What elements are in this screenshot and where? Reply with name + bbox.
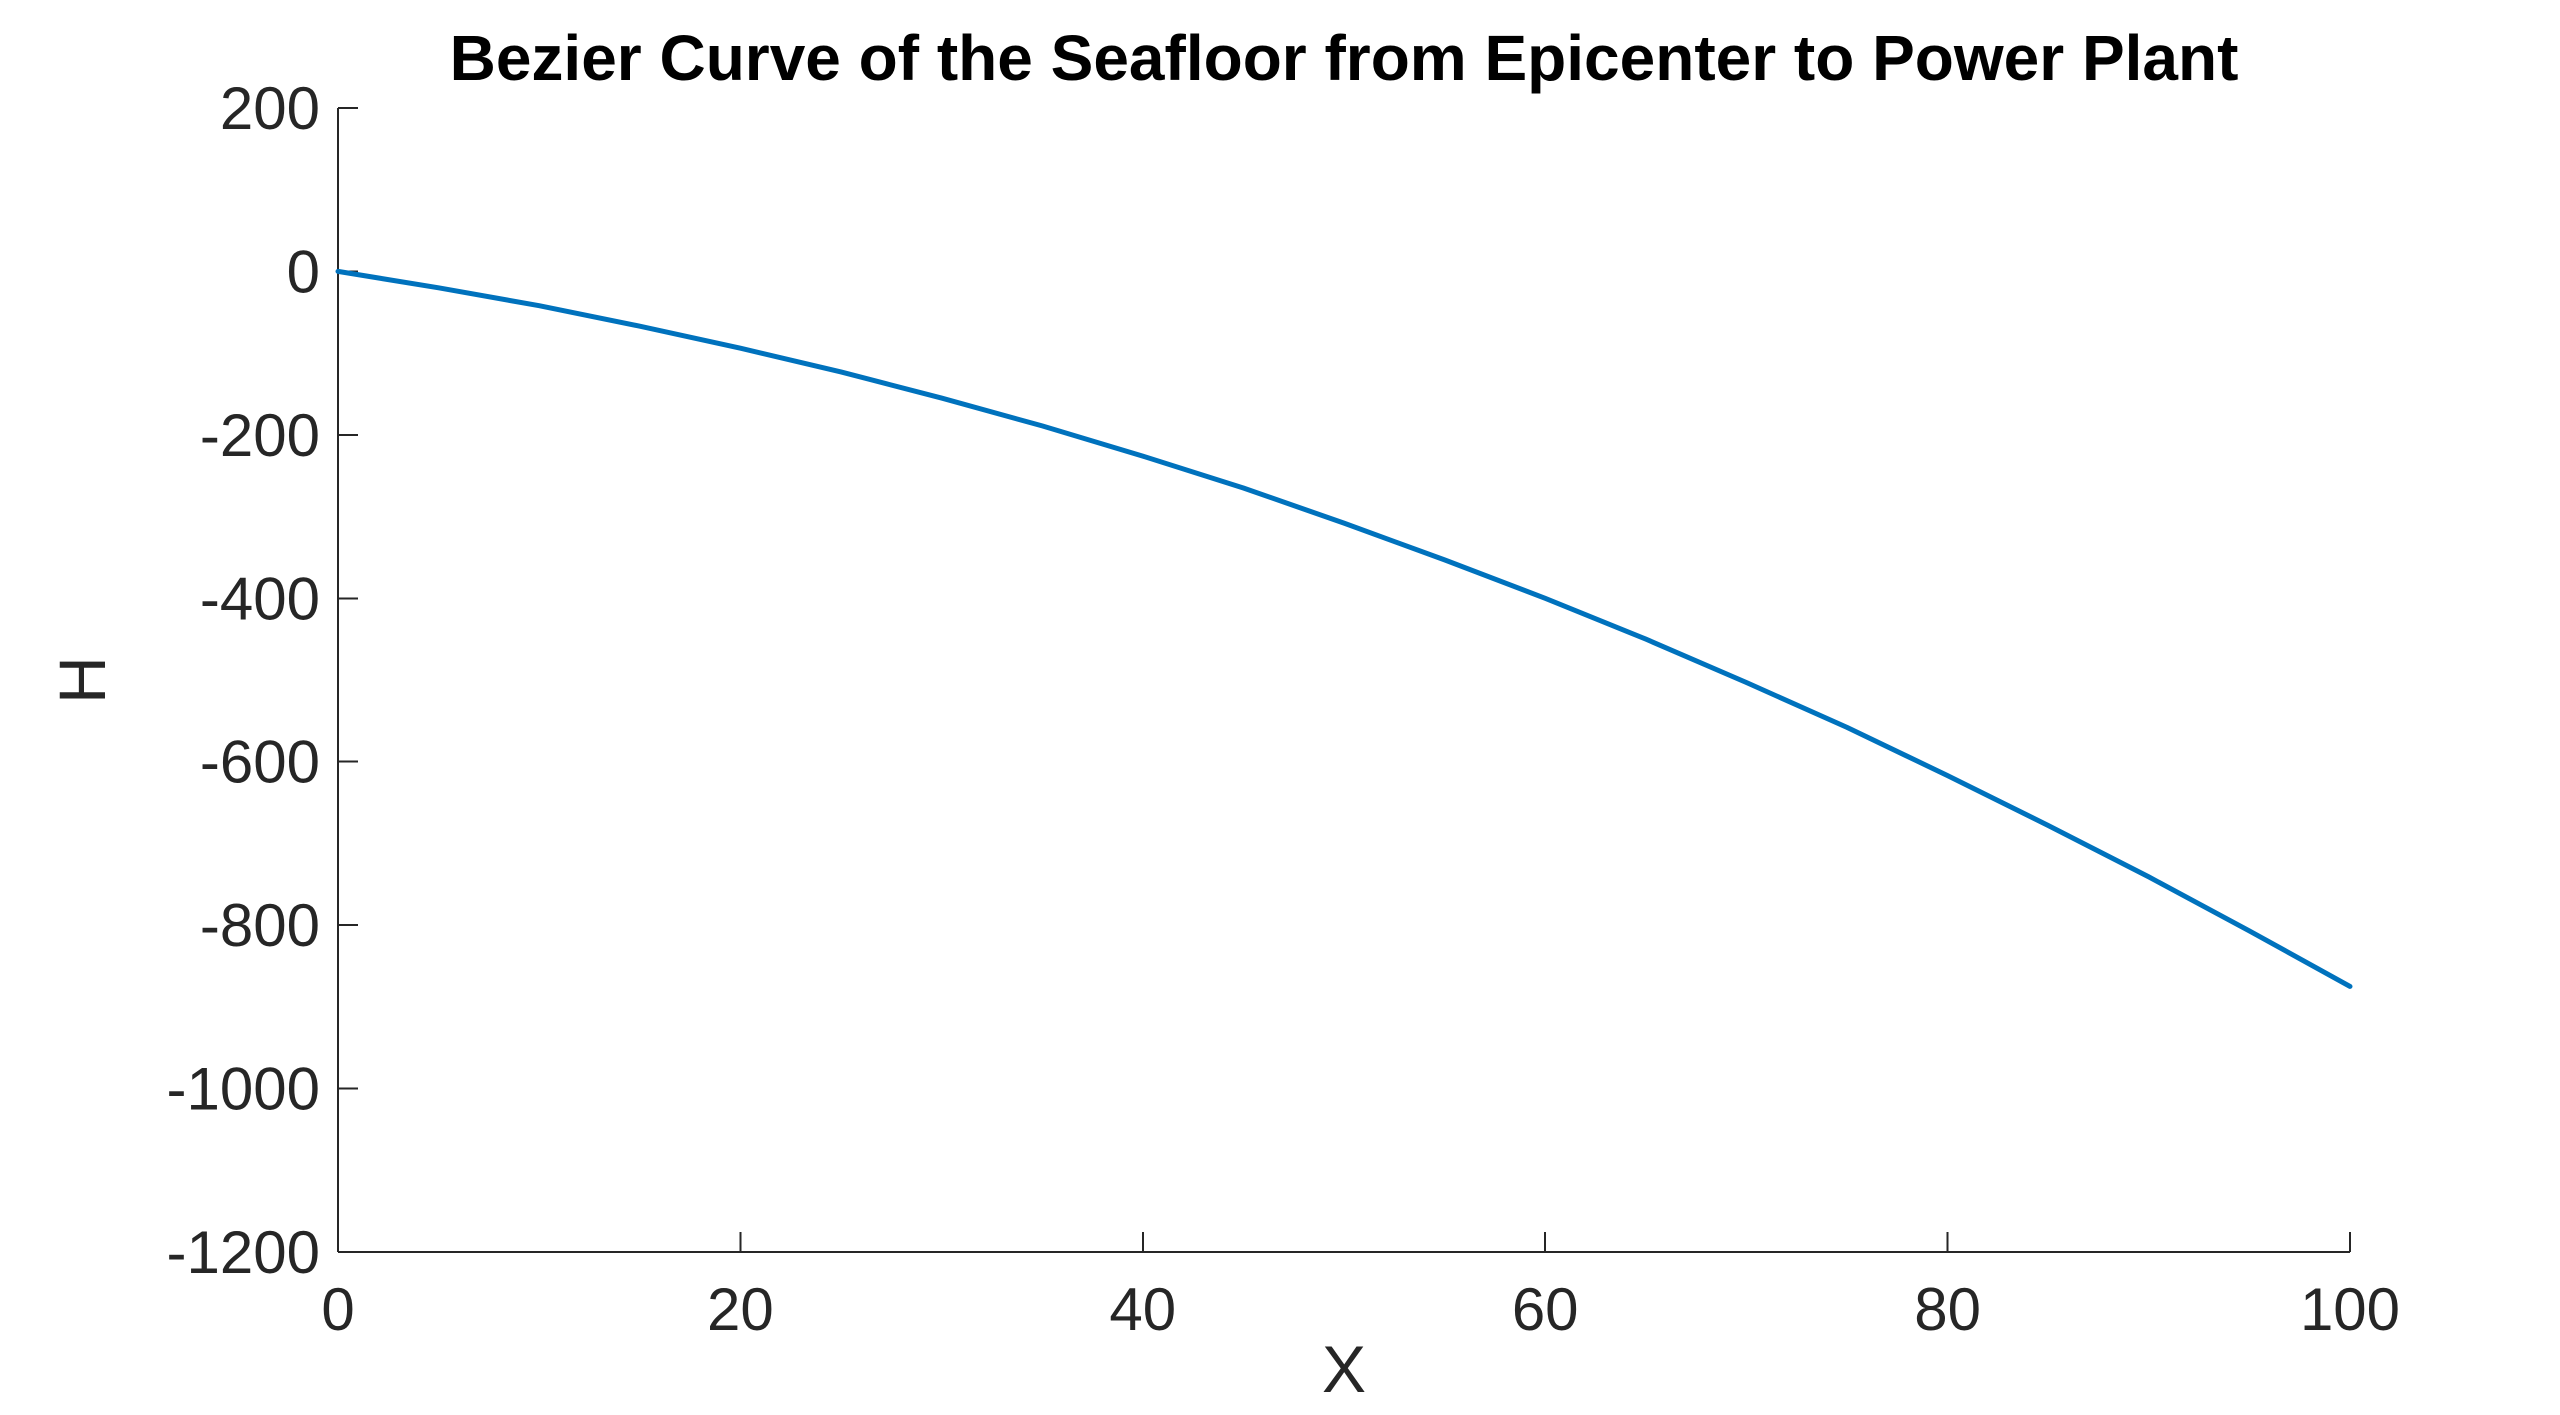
y-tick-label: -800 [200, 892, 320, 959]
y-tick-label: -200 [200, 402, 320, 469]
y-tick-label: -1200 [167, 1219, 320, 1286]
y-tick-label: 0 [287, 238, 320, 305]
x-tick-label: 40 [1109, 1276, 1176, 1343]
plot-series [335, 268, 2353, 989]
x-tick-label: 80 [1914, 1276, 1981, 1343]
chart-title: Bezier Curve of the Seafloor from Epicen… [450, 22, 2239, 94]
y-tick-label: -1000 [167, 1056, 320, 1123]
series-line [335, 268, 2353, 989]
y-tick-label: -600 [200, 729, 320, 796]
x-axis-label: X [1322, 1332, 1366, 1406]
axes: 0 20 40 60 80 100 200 0 -200 -400 -600 -800 -1000 -12… [167, 75, 2401, 1343]
x-tick-label: 0 [321, 1276, 354, 1343]
y-tick-label: 200 [220, 75, 320, 142]
x-tick-label: 60 [1512, 1276, 1579, 1343]
x-tick-label: 20 [707, 1276, 774, 1343]
x-tick-label: 100 [2300, 1276, 2400, 1343]
y-axis-label: H [45, 656, 119, 704]
y-tick-label: -400 [200, 565, 320, 632]
